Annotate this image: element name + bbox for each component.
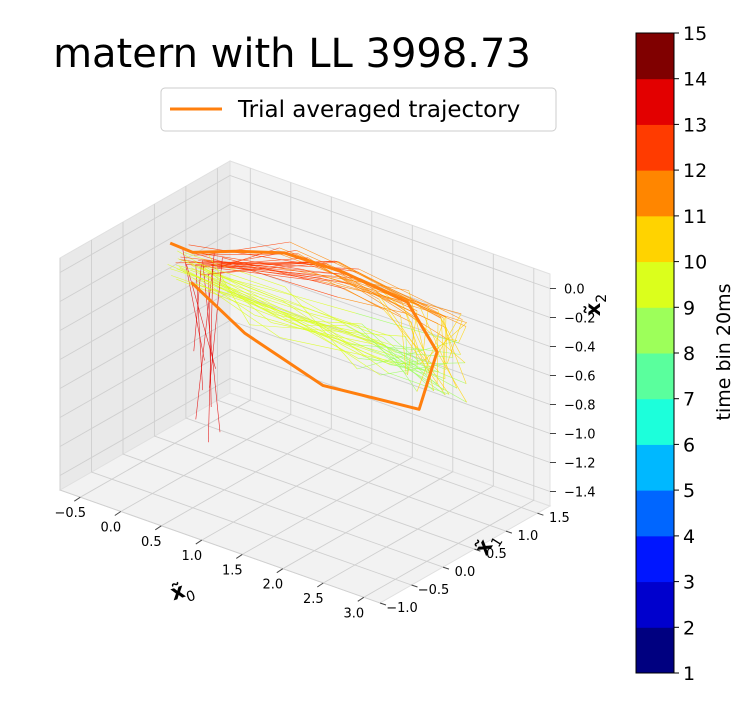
colorbar-segment bbox=[636, 170, 674, 216]
colorbar-tick-label: 10 bbox=[683, 252, 707, 274]
colorbar-segment bbox=[636, 307, 674, 353]
tick-label-x2: −0.4 bbox=[564, 341, 596, 356]
tick-mark-x0 bbox=[317, 583, 323, 587]
tick-label-x1: 1.5 bbox=[549, 511, 570, 526]
tick-mark-x1 bbox=[506, 531, 512, 533]
tick-mark-x0 bbox=[196, 540, 202, 544]
chart-title: matern with LL 3998.73 bbox=[53, 31, 531, 77]
colorbar-tick-label: 5 bbox=[683, 480, 695, 502]
tick-mark-x0 bbox=[74, 497, 80, 501]
tick-mark-x0 bbox=[277, 569, 283, 573]
colorbar-tick-label: 7 bbox=[683, 389, 695, 411]
colorbar-tick-label: 2 bbox=[683, 617, 695, 639]
colorbar-tick-label: 11 bbox=[683, 206, 707, 228]
colorbar-tick-label: 12 bbox=[683, 160, 707, 182]
tick-mark-x0 bbox=[236, 554, 242, 558]
tick-label-x2: −0.6 bbox=[564, 370, 596, 385]
axis-label-x2: x̃2 bbox=[581, 294, 610, 316]
legend-label: Trial averaged trajectory bbox=[237, 97, 520, 123]
tick-label-x2: −1.4 bbox=[564, 486, 596, 501]
tick-mark-x1 bbox=[380, 603, 386, 605]
colorbar-segment bbox=[636, 79, 674, 125]
tick-mark-x0 bbox=[155, 526, 161, 530]
tick-mark-x1 bbox=[412, 585, 418, 587]
tick-label-x0: 2.0 bbox=[262, 578, 283, 593]
tick-label-x0: 1.0 bbox=[181, 549, 202, 564]
colorbar-segment bbox=[636, 582, 674, 628]
tick-label-x2: 0.0 bbox=[564, 283, 585, 298]
colorbar-segment bbox=[636, 536, 674, 582]
tick-label-x0: 0.5 bbox=[141, 535, 162, 550]
colorbar-tick-label: 13 bbox=[683, 114, 707, 136]
tick-label-x0: 2.5 bbox=[303, 592, 324, 607]
tick-label-x0: 3.0 bbox=[343, 606, 364, 621]
tick-label-x1: −0.5 bbox=[418, 583, 450, 598]
colorbar-tick-label: 14 bbox=[683, 69, 707, 91]
tick-mark-x1 bbox=[443, 567, 449, 569]
tick-label-x2: −1.0 bbox=[564, 428, 596, 443]
colorbar-segment bbox=[636, 33, 674, 79]
colorbar-tick-label: 3 bbox=[683, 572, 695, 594]
tick-label-x0: 0.0 bbox=[100, 521, 121, 536]
tick-label-x1: 1.0 bbox=[518, 529, 539, 544]
tick-label-x0: 1.5 bbox=[222, 563, 243, 578]
colorbar-segment bbox=[636, 627, 674, 673]
axis-label-x0: x̃0 bbox=[167, 575, 197, 610]
colorbar-segment bbox=[636, 490, 674, 536]
colorbar-segment bbox=[636, 216, 674, 262]
colorbar-tick-label: 15 bbox=[683, 23, 707, 45]
colorbar-segment bbox=[636, 124, 674, 170]
tick-label-x2: −1.2 bbox=[564, 457, 596, 472]
colorbar-tick-label: 1 bbox=[683, 663, 695, 685]
tick-mark-x0 bbox=[115, 512, 121, 516]
tick-label-x1: −1.0 bbox=[386, 601, 418, 616]
tick-label-x0: −0.5 bbox=[55, 506, 87, 521]
tick-mark-x0 bbox=[358, 597, 364, 601]
colorbar-label: time bin 20ms bbox=[713, 284, 735, 421]
legend: Trial averaged trajectory bbox=[161, 88, 556, 131]
tick-label-x1: 0.0 bbox=[455, 565, 476, 580]
colorbar-segment bbox=[636, 444, 674, 490]
colorbar-segment bbox=[636, 399, 674, 445]
tick-label-x2: −0.8 bbox=[564, 399, 596, 414]
colorbar-tick-label: 9 bbox=[683, 297, 695, 319]
colorbar-tick-label: 8 bbox=[683, 343, 695, 365]
colorbar-tick-label: 6 bbox=[683, 434, 695, 456]
colorbar-segment bbox=[636, 353, 674, 399]
colorbar-segment bbox=[636, 262, 674, 308]
tick-mark-x1 bbox=[537, 513, 543, 515]
colorbar-tick-label: 4 bbox=[683, 526, 695, 548]
